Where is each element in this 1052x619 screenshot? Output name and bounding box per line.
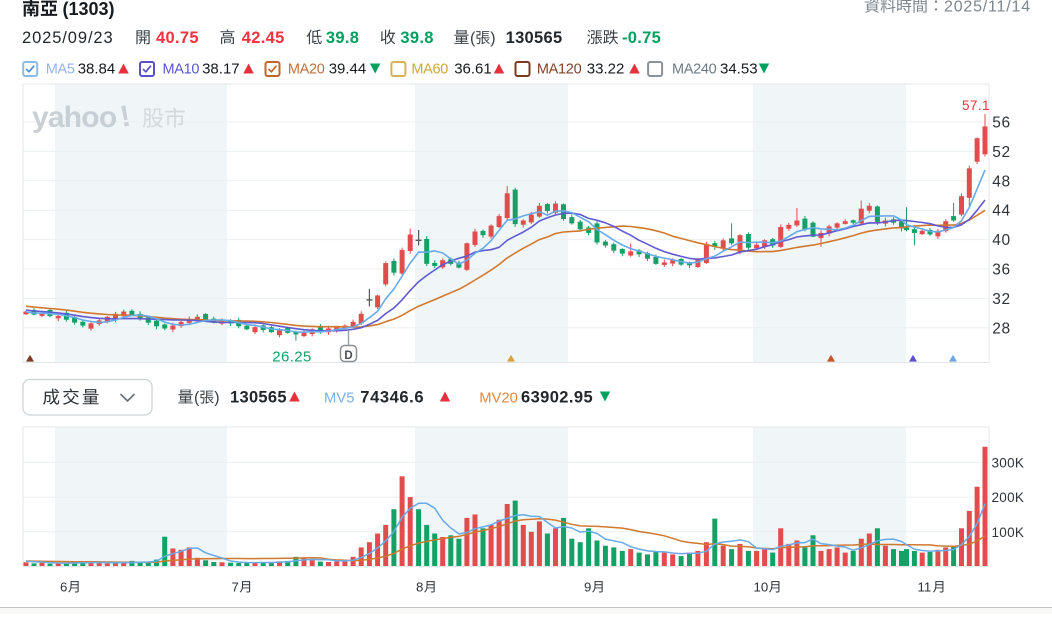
svg-text:MA20: MA20 <box>288 62 325 78</box>
svg-text:D: D <box>344 350 352 362</box>
svg-text:52: 52 <box>992 144 1010 161</box>
svg-text:(: ( <box>470 30 476 47</box>
svg-text:34.53: 34.53 <box>720 61 758 78</box>
svg-text:32: 32 <box>992 291 1010 308</box>
svg-text:200K: 200K <box>992 490 1025 505</box>
svg-text:300K: 300K <box>992 455 1025 470</box>
svg-text:39.44: 39.44 <box>329 61 367 78</box>
svg-text:26.25: 26.25 <box>272 349 312 366</box>
svg-text:63902.95: 63902.95 <box>521 389 593 407</box>
svg-text:48: 48 <box>992 173 1010 190</box>
svg-text:130565: 130565 <box>506 29 563 47</box>
svg-text:MA120: MA120 <box>537 62 582 78</box>
svg-text:40: 40 <box>992 232 1010 249</box>
svg-text:2025/11/14: 2025/11/14 <box>944 0 1031 16</box>
svg-text:100K: 100K <box>992 525 1025 540</box>
svg-text:MA5: MA5 <box>46 62 75 78</box>
svg-text:7: 7 <box>232 580 239 595</box>
svg-text:): ) <box>490 30 495 47</box>
svg-text:42.45: 42.45 <box>242 29 285 47</box>
svg-text:56: 56 <box>992 115 1010 132</box>
svg-text:44: 44 <box>992 203 1010 220</box>
svg-text:9: 9 <box>584 580 591 595</box>
svg-text:-0.75: -0.75 <box>622 29 661 47</box>
svg-text:38.84: 38.84 <box>78 61 116 78</box>
svg-text:57.1: 57.1 <box>962 98 990 113</box>
svg-text:33.22: 33.22 <box>587 61 625 78</box>
svg-text:2025/09/23: 2025/09/23 <box>22 29 114 47</box>
svg-text:36: 36 <box>992 262 1010 279</box>
svg-text:MA240: MA240 <box>672 62 717 78</box>
svg-text:(1303): (1303) <box>63 0 115 19</box>
svg-text:36.61: 36.61 <box>454 61 492 78</box>
svg-text:MV20: MV20 <box>479 391 518 407</box>
svg-text:MA60: MA60 <box>411 62 448 78</box>
svg-text:28: 28 <box>992 320 1010 337</box>
svg-text:38.17: 38.17 <box>202 61 240 78</box>
svg-text:40.75: 40.75 <box>156 29 199 47</box>
svg-text:11: 11 <box>918 580 932 595</box>
svg-text:6: 6 <box>60 580 67 595</box>
svg-text:(: ( <box>194 390 200 407</box>
svg-text:yahoo: yahoo <box>32 101 117 134</box>
svg-text:10: 10 <box>754 580 769 595</box>
svg-text:74346.6: 74346.6 <box>360 389 424 407</box>
svg-text:39.8: 39.8 <box>400 29 433 47</box>
svg-text:130565: 130565 <box>230 389 287 407</box>
svg-text:MA10: MA10 <box>163 62 200 78</box>
svg-text:MV5: MV5 <box>324 391 354 407</box>
svg-text:): ) <box>214 390 219 407</box>
svg-text:8: 8 <box>416 580 423 595</box>
svg-text:39.8: 39.8 <box>326 29 359 47</box>
